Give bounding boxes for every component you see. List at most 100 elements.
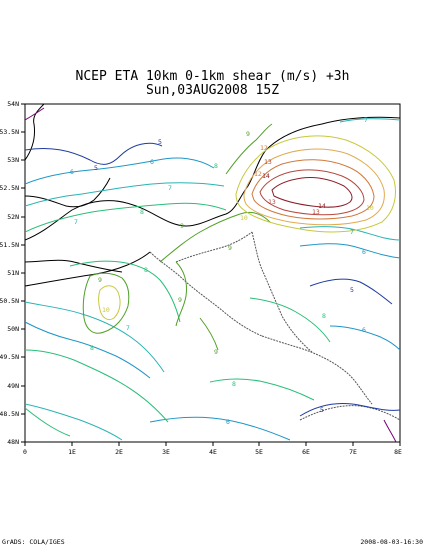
contour-label: 9 bbox=[180, 222, 184, 230]
contour-8 bbox=[25, 407, 71, 437]
contour-label: 9 bbox=[246, 130, 250, 138]
contour-6 bbox=[25, 321, 151, 379]
contour-label: 13 bbox=[312, 208, 320, 216]
contour-label: 13 bbox=[268, 198, 276, 206]
map-title: NCEP ETA 10km 0-1km shear (m/s) +3h bbox=[75, 69, 350, 84]
contour-5 bbox=[309, 278, 393, 305]
x-axis: 0 1E 2E 3E 4E 5E 6E 7E 8E bbox=[23, 442, 402, 456]
coastline-uk-south bbox=[25, 259, 123, 273]
contour-label: 6 bbox=[362, 248, 366, 256]
y-tick-label: 52N bbox=[7, 213, 19, 221]
contour-label: 8 bbox=[90, 344, 94, 352]
contour-9 bbox=[199, 317, 219, 351]
contour-label: 5 bbox=[158, 138, 162, 146]
x-tick-label: 1E bbox=[68, 448, 76, 456]
contour-label: 7 bbox=[364, 116, 368, 124]
contour-label: 8 bbox=[322, 312, 326, 320]
contour-label: 14 bbox=[262, 172, 270, 180]
contour-label: 6 bbox=[226, 418, 230, 426]
y-tick-label: 49.5N bbox=[0, 353, 19, 361]
contour-label: 8 bbox=[140, 208, 144, 216]
contour-labels: 5 5 5 5 6 6 6 6 6 7 7 7 7 7 8 8 8 8 8 8 … bbox=[70, 116, 374, 426]
contour-9 bbox=[225, 123, 273, 175]
contour-4 bbox=[383, 419, 397, 442]
y-tick-label: 53.5N bbox=[0, 128, 19, 136]
contour-label: 7 bbox=[168, 184, 172, 192]
contour-6 bbox=[25, 157, 215, 185]
contour-label: 5 bbox=[94, 164, 98, 172]
contour-label: 5 bbox=[320, 406, 324, 414]
contour-10 bbox=[98, 285, 121, 321]
x-tick-label: 3E bbox=[162, 448, 170, 456]
border-de-west bbox=[251, 231, 313, 353]
contour-label: 14 bbox=[318, 202, 326, 210]
contour-11 bbox=[243, 148, 385, 226]
border-de-fr bbox=[261, 335, 373, 405]
border-fr-be bbox=[149, 251, 263, 337]
contour-label: 12 bbox=[260, 144, 268, 152]
contour-7 bbox=[339, 118, 400, 123]
x-tick-label: 4E bbox=[209, 448, 217, 456]
contour-label: 9 bbox=[178, 296, 182, 304]
contour-10 bbox=[235, 135, 396, 233]
contour-label: 6 bbox=[70, 168, 74, 176]
map-subtitle: Sun,03AUG2008 15Z bbox=[145, 83, 280, 98]
y-tick-label: 51.5N bbox=[0, 241, 19, 249]
contour-label: 9 bbox=[228, 244, 232, 252]
contour-7 bbox=[25, 301, 165, 373]
contour-label: 6 bbox=[150, 158, 154, 166]
contour-13 bbox=[259, 169, 365, 216]
contour-14 bbox=[271, 177, 353, 208]
x-tick-label: 6E bbox=[302, 448, 310, 456]
y-tick-label: 54N bbox=[7, 100, 19, 108]
y-tick-label: 50.5N bbox=[0, 297, 19, 305]
y-tick-label: 51N bbox=[7, 269, 19, 277]
contour-label: 8 bbox=[144, 266, 148, 274]
contour-7 bbox=[25, 403, 123, 441]
render-timestamp: 2008-08-03-16:30 bbox=[360, 538, 423, 546]
border-be-nl bbox=[175, 231, 253, 263]
y-tick-label: 48N bbox=[7, 438, 19, 446]
y-tick-label: 49N bbox=[7, 382, 19, 390]
plot-frame bbox=[24, 103, 401, 443]
x-tick-label: 0 bbox=[23, 448, 27, 456]
x-tick-label: 8E bbox=[394, 448, 402, 456]
contour-8 bbox=[69, 260, 181, 323]
y-tick-label: 48.5N bbox=[0, 410, 19, 418]
contour-9 bbox=[175, 261, 187, 327]
contour-5 bbox=[299, 403, 400, 417]
contour-label: 12 bbox=[254, 170, 262, 178]
contour-label: 10 bbox=[102, 306, 110, 314]
y-tick-label: 52.5N bbox=[0, 184, 19, 192]
contour-9 bbox=[82, 272, 130, 334]
contour-8 bbox=[25, 202, 227, 233]
contour-label: 8 bbox=[214, 162, 218, 170]
contour-5 bbox=[25, 142, 163, 165]
contour-label: 9 bbox=[98, 276, 102, 284]
contour-9 bbox=[159, 211, 271, 263]
coastline-west bbox=[25, 104, 45, 161]
contour-label: 10 bbox=[366, 204, 374, 212]
x-tick-label: 2E bbox=[115, 448, 123, 456]
grads-credit: GrADS: COLA/IGES bbox=[2, 538, 65, 546]
contour-7 bbox=[25, 182, 225, 207]
contour-label: 8 bbox=[232, 380, 236, 388]
contour-label: 7 bbox=[74, 218, 78, 226]
contour-label: 9 bbox=[214, 348, 218, 356]
contour-label: 10 bbox=[240, 214, 248, 222]
contour-8 bbox=[209, 378, 315, 401]
contour-label: 7 bbox=[350, 228, 354, 236]
contour-label: 13 bbox=[264, 158, 272, 166]
y-tick-label: 50N bbox=[7, 325, 19, 333]
contour-6 bbox=[299, 243, 400, 259]
y-axis: 54N 53.5N 53N 52.5N 52N 51.5N 51N 50.5N … bbox=[0, 100, 25, 446]
contour-4 bbox=[25, 107, 45, 121]
x-tick-label: 7E bbox=[349, 448, 357, 456]
contour-8 bbox=[249, 297, 331, 343]
y-tick-label: 53N bbox=[7, 156, 19, 164]
contour-label: 6 bbox=[362, 326, 366, 334]
contour-12 bbox=[251, 159, 375, 220]
border-ch bbox=[299, 405, 400, 421]
contour-6 bbox=[149, 416, 291, 441]
